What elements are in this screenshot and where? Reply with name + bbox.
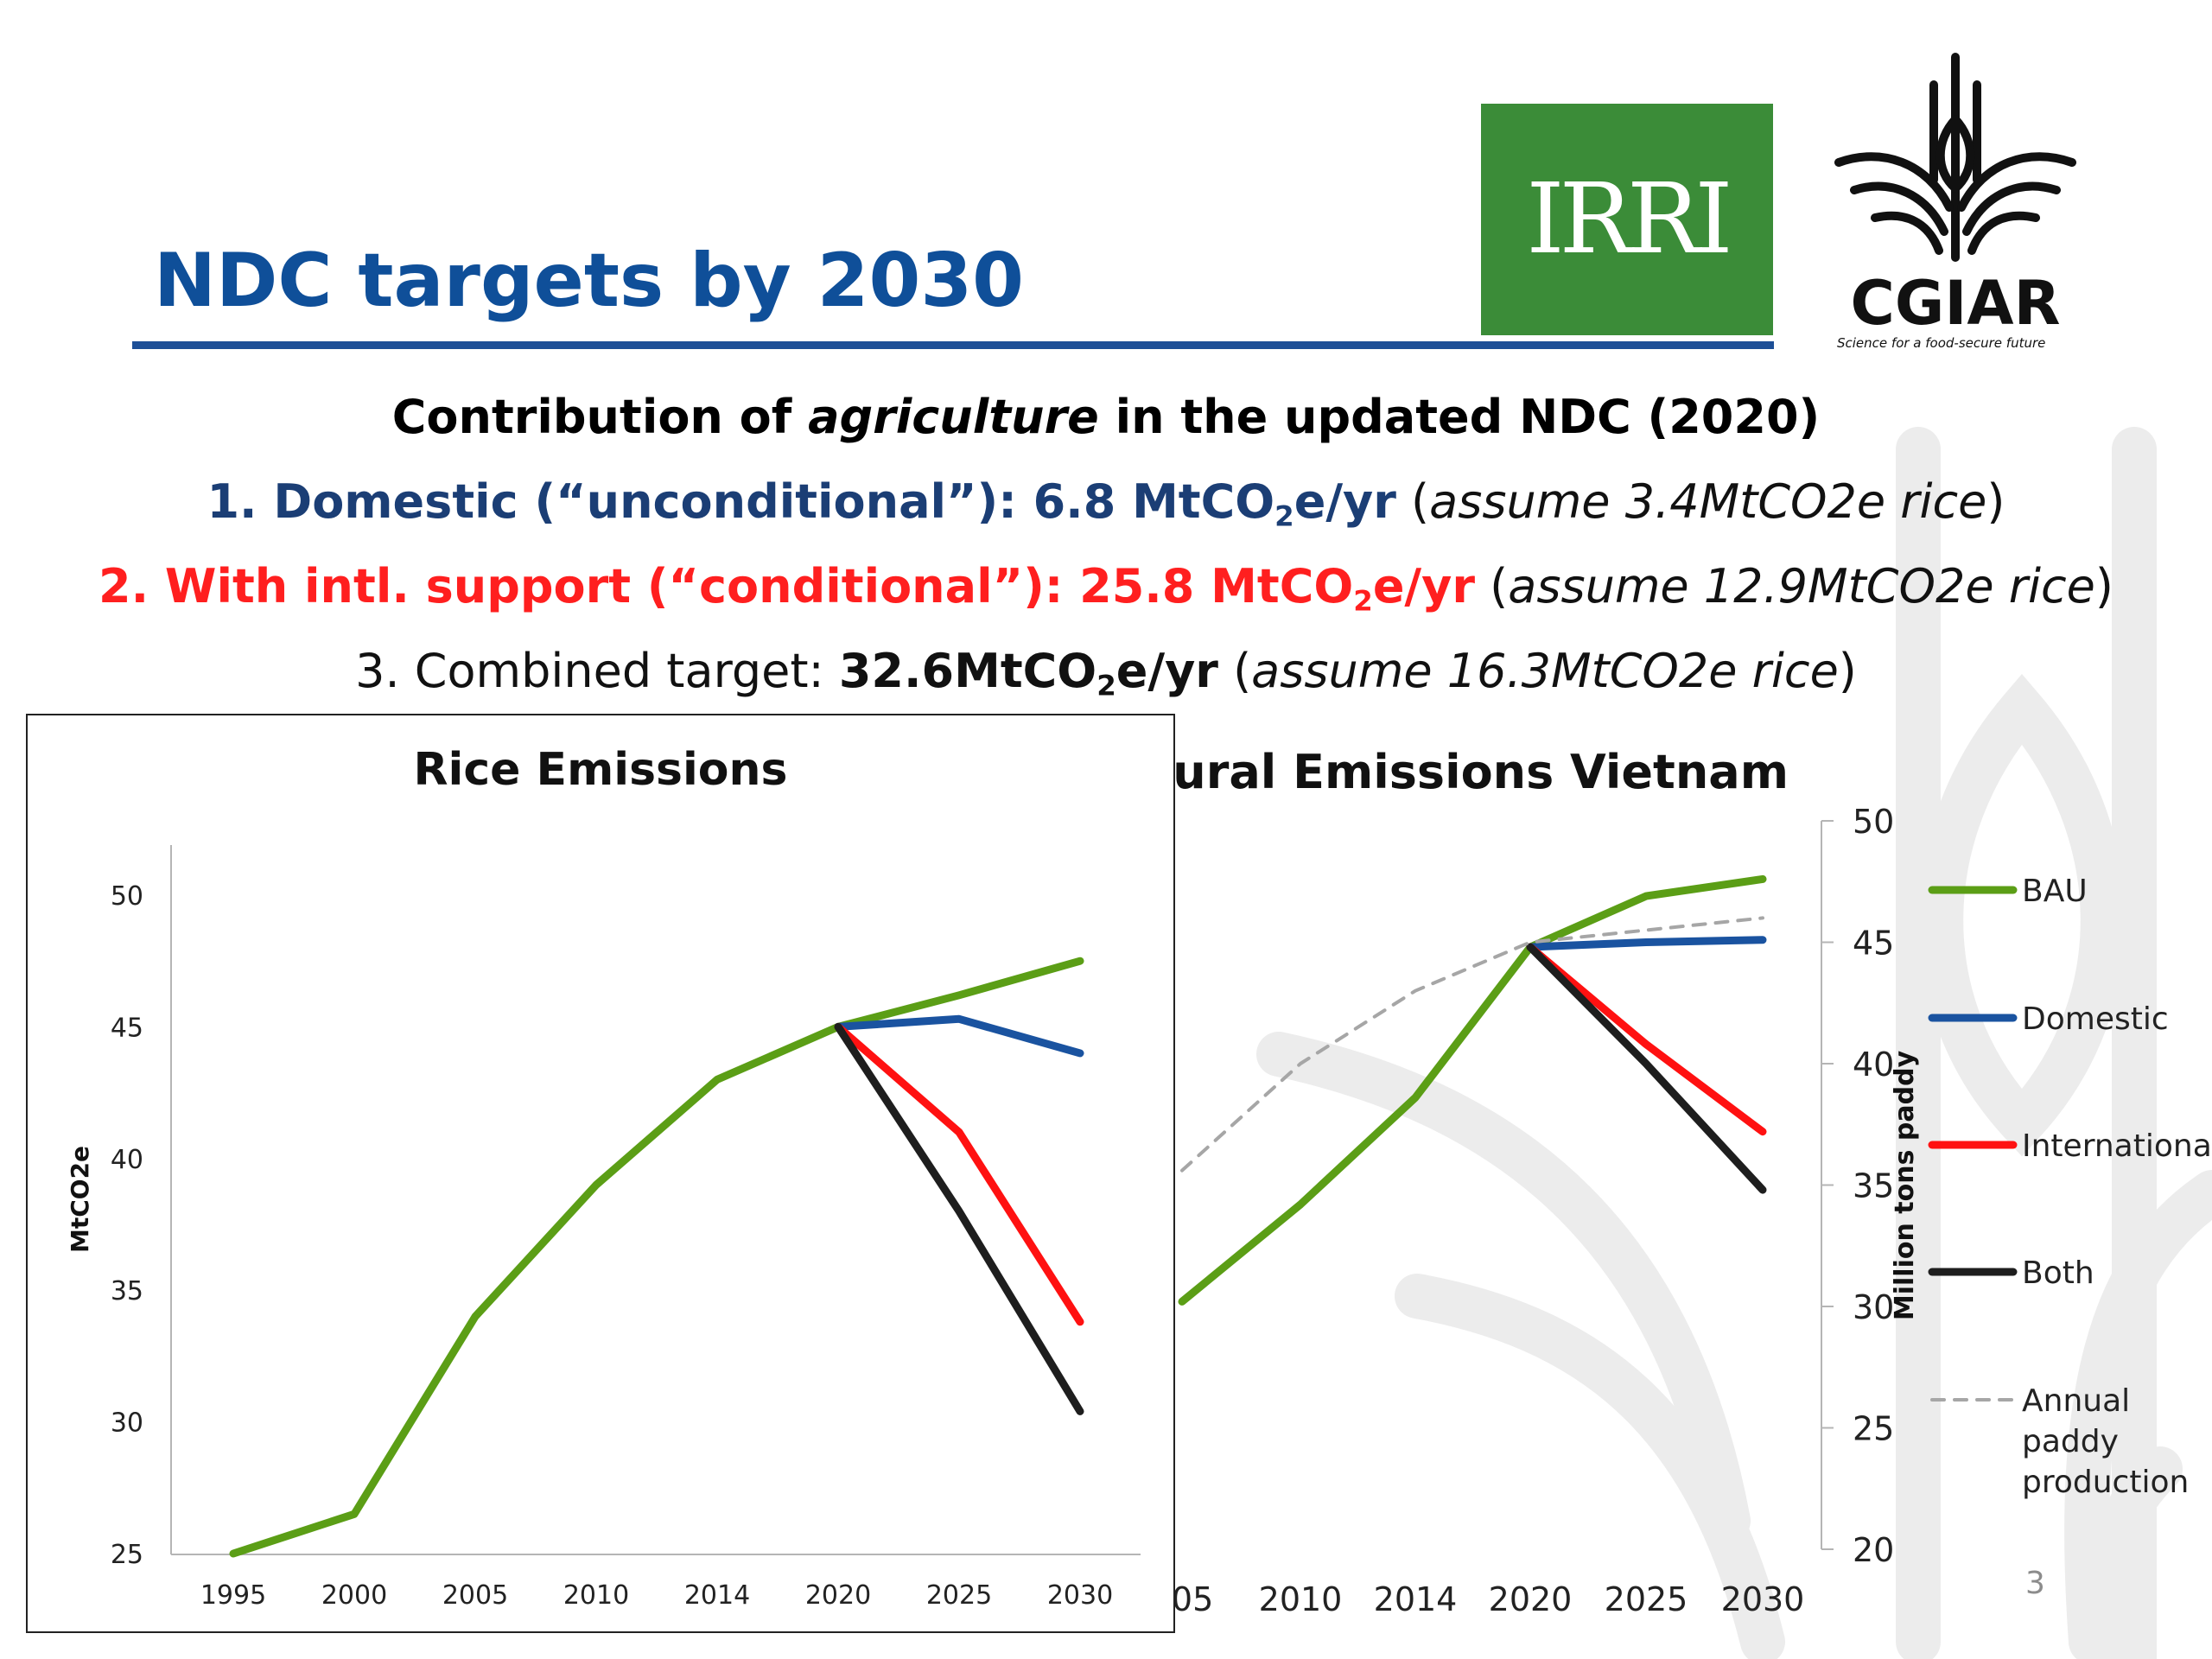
rice-y-tick-label: 30 — [111, 1408, 143, 1439]
rice-x-tick-label: 1995 — [200, 1580, 266, 1611]
agri-series-international — [1526, 943, 1767, 1136]
agri-series-domestic — [1526, 936, 1767, 951]
rice-series-bau — [229, 957, 1084, 1558]
agri-legend-label: Domestic — [2022, 1001, 2169, 1037]
conditional-label: 2. With intl. support (“conditional”): 2… — [99, 559, 1475, 618]
rice-series-domestic — [834, 1014, 1084, 1058]
cgiar-tagline: Science for a food-secure future — [1837, 335, 2046, 351]
target-domestic: 1. Domestic (“unconditional”): 6.8 MtCO2… — [207, 474, 2005, 533]
target-conditional: 2. With intl. support (“conditional”): 2… — [99, 559, 2113, 618]
agri-x-tick-label: 2025 — [1605, 1580, 1688, 1618]
heading-italic: agriculture — [808, 390, 1099, 444]
rice-y-tick-label: 25 — [111, 1540, 143, 1570]
agri-y-tick-label: 45 — [1853, 925, 1894, 963]
slide-title: NDC targets by 2030 — [154, 238, 1025, 324]
agri-legend-label: International — [2022, 1128, 2212, 1164]
cgiar-emblem-icon — [1834, 53, 2076, 262]
agri-chart-title: cultural Emissions Vietnam — [1074, 745, 1789, 799]
irri-logo: IRRI — [1481, 104, 1773, 335]
page-number: 3 — [2025, 1566, 2045, 1601]
agri-y-tick-label: 25 — [1853, 1410, 1894, 1448]
combined-value: 32.6MtCO2e/yr — [838, 644, 1218, 702]
agri-y-tick-label: 20 — [1853, 1531, 1894, 1569]
rice-y-tick-label: 45 — [111, 1013, 143, 1043]
rice-x-tick-label: 2010 — [563, 1580, 629, 1611]
agri-series-bau — [1178, 874, 1767, 1306]
agri-x-tick-label: 2014 — [1374, 1580, 1458, 1618]
target-combined: 3. Combined target: 32.6MtCO2e/yr (assum… — [355, 644, 1857, 702]
combined-assumption: assume 16.3MtCO2e rice — [1251, 644, 1839, 698]
agri-series-both — [1526, 943, 1767, 1194]
rice-x-tick-label: 2025 — [926, 1580, 992, 1611]
heading-post: in the updated NDC (2020) — [1098, 390, 1821, 444]
agri-y-tick-label: 50 — [1853, 803, 1894, 841]
agri-x-tick-label: 2030 — [1721, 1580, 1805, 1618]
rice-x-tick-label: 2000 — [321, 1580, 387, 1611]
agri-y-tick-label: 35 — [1853, 1167, 1894, 1205]
rice-y-tick-label: 50 — [111, 881, 143, 912]
rice-y-axis-label: MtCO2e — [66, 1146, 94, 1253]
rice-y-tick-label: 35 — [111, 1276, 143, 1306]
combined-label: 3. Combined target: — [355, 644, 839, 698]
cgiar-logo: CGIAR Science for a food-secure future — [1830, 50, 2081, 353]
conditional-assumption: assume 12.9MtCO2e rice — [1508, 559, 2095, 613]
rice-series-both — [834, 1022, 1084, 1415]
rice-x-tick-label: 2014 — [684, 1580, 750, 1611]
heading-pre: Contribution of — [391, 390, 809, 444]
rice-x-tick-label: 2030 — [1047, 1580, 1113, 1611]
agri-legend-label: Annual paddy production — [2022, 1383, 2189, 1500]
cgiar-wordmark: CGIAR — [1850, 268, 2061, 339]
rice-series-international — [834, 1022, 1084, 1326]
agri-y-tick-label: 30 — [1853, 1288, 1894, 1326]
contribution-heading: Contribution of agriculture in the updat… — [0, 394, 2212, 441]
agri-y-axis-label: Million tons paddy — [1890, 1050, 1920, 1320]
rice-chart-title: Rice Emissions — [413, 744, 787, 796]
agri-x-tick-label: 2020 — [1489, 1580, 1573, 1618]
rice-x-tick-label: 2005 — [442, 1580, 508, 1611]
agri-legend-label: Both — [2022, 1255, 2094, 1291]
domestic-label: 1. Domestic (“unconditional”): 6.8 MtCO2… — [207, 474, 1396, 533]
agri-legend-label: BAU — [2022, 874, 2088, 909]
rice-x-tick-label: 2020 — [805, 1580, 871, 1611]
domestic-assumption: assume 3.4MtCO2e rice — [1429, 474, 1987, 529]
title-rule — [132, 341, 1774, 349]
agri-x-tick-label: 2010 — [1259, 1580, 1343, 1618]
agri-y-tick-label: 40 — [1853, 1046, 1894, 1084]
rice-y-tick-label: 40 — [111, 1145, 143, 1175]
rice-emissions-chart: Rice Emissions 25 30 35 40 45 50 1995 2000 2005 20… — [66, 744, 1141, 1611]
agri-series-annual-paddy-production — [1180, 916, 1764, 1173]
